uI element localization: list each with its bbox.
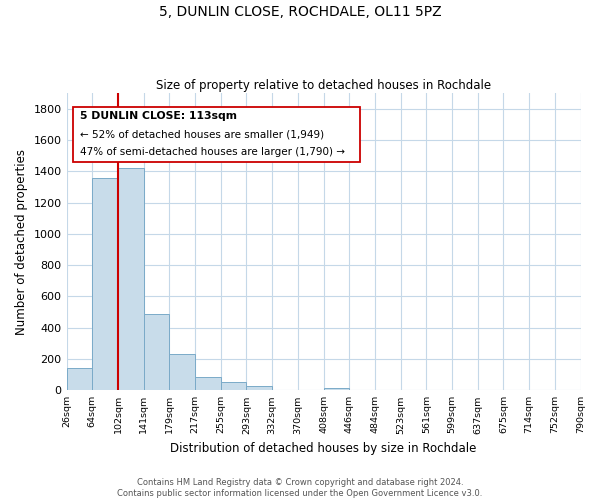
Bar [221, 382, 247, 390]
Bar [118, 168, 143, 390]
Bar [67, 368, 92, 390]
Text: 5 DUNLIN CLOSE: 113sqm: 5 DUNLIN CLOSE: 113sqm [80, 110, 237, 120]
Bar [143, 314, 169, 390]
Text: ← 52% of detached houses are smaller (1,949): ← 52% of detached houses are smaller (1,… [80, 130, 324, 140]
Title: Size of property relative to detached houses in Rochdale: Size of property relative to detached ho… [156, 79, 491, 92]
Bar [247, 386, 272, 390]
Text: 47% of semi-detached houses are larger (1,790) →: 47% of semi-detached houses are larger (… [80, 146, 345, 156]
Text: Contains HM Land Registry data © Crown copyright and database right 2024.
Contai: Contains HM Land Registry data © Crown c… [118, 478, 482, 498]
Y-axis label: Number of detached properties: Number of detached properties [15, 148, 28, 334]
Bar [169, 354, 195, 390]
Bar [195, 377, 221, 390]
Bar [323, 388, 349, 390]
Bar [92, 178, 118, 390]
X-axis label: Distribution of detached houses by size in Rochdale: Distribution of detached houses by size … [170, 442, 477, 455]
Text: 5, DUNLIN CLOSE, ROCHDALE, OL11 5PZ: 5, DUNLIN CLOSE, ROCHDALE, OL11 5PZ [158, 5, 442, 19]
